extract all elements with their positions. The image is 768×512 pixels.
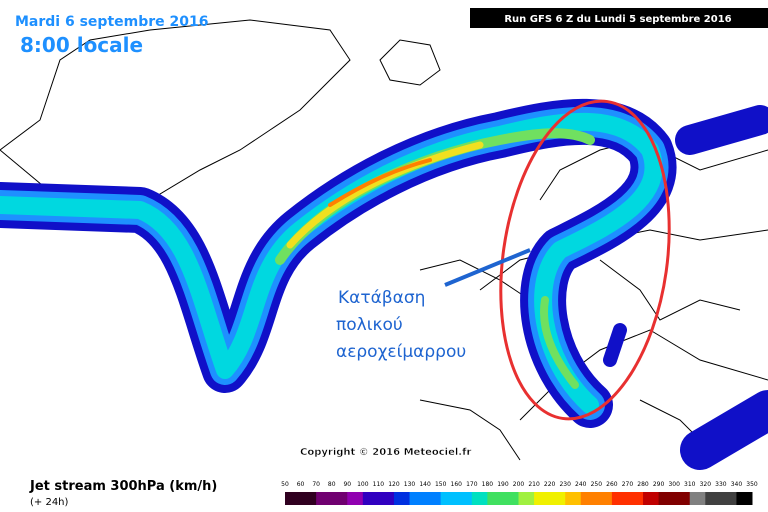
colorbar-label: 240	[575, 481, 587, 488]
time: 8:00 locale	[20, 33, 143, 57]
colorbar-label: 220	[544, 481, 556, 488]
color-swatch	[565, 492, 582, 505]
annotation-arrow	[444, 248, 531, 287]
color-swatch	[300, 492, 317, 505]
colorbar: 50 60 70 80 90 100 110 120 130 140 150 160 170 180 190…	[281, 481, 758, 505]
color-swatch	[580, 492, 597, 505]
colorbar-label: 130	[404, 481, 416, 488]
colorbar-label: 260	[606, 481, 618, 488]
colorbar-label: 60	[297, 481, 305, 488]
color-swatch	[643, 492, 660, 505]
jet-stream	[0, 98, 768, 470]
color-swatch	[331, 492, 348, 505]
highlight-ellipse	[499, 99, 671, 421]
colorbar-label: 100	[357, 481, 369, 488]
color-swatch	[611, 492, 628, 505]
annotation-line: αεροχείμαρρου	[336, 342, 466, 362]
color-swatch	[502, 492, 519, 505]
color-swatch	[456, 492, 473, 505]
copyright: Copyright © 2016 Meteociel.fr	[300, 447, 471, 458]
color-swatch	[316, 492, 333, 505]
colorbar-label: 290	[653, 481, 665, 488]
colorbar-label: 340	[731, 481, 743, 488]
color-swatch	[596, 492, 613, 505]
color-swatch	[487, 492, 504, 505]
legend-subtitle: (+ 24h)	[30, 497, 69, 508]
colorbar-label: 280	[637, 481, 649, 488]
color-swatch	[425, 492, 442, 505]
colorbar-label: 90	[343, 481, 351, 488]
colorbar-label: 270	[622, 481, 634, 488]
legend-title: Jet stream 300hPa (km/h)	[29, 479, 217, 494]
run-label: Run GFS 6 Z du Lundi 5 septembre 2016	[504, 14, 731, 25]
colorbar-label: 300	[668, 481, 680, 488]
color-swatch	[440, 492, 457, 505]
color-swatch	[362, 492, 379, 505]
color-swatch	[409, 492, 426, 505]
color-swatch	[674, 492, 691, 505]
color-swatch	[720, 492, 737, 505]
colorbar-label: 150	[435, 481, 447, 488]
color-swatch	[378, 492, 395, 505]
colorbar-label: 200	[513, 481, 525, 488]
color-swatch	[689, 492, 706, 505]
colorbar-label: 180	[482, 481, 494, 488]
colorbar-label: 190	[497, 481, 509, 488]
annotation: Κατάβαση πολικού αεροχείμαρρου	[336, 288, 466, 362]
colorbar-label: 210	[528, 481, 540, 488]
colorbar-label: 320	[700, 481, 712, 488]
colorbar-label: 160	[451, 481, 463, 488]
annotation-line: Κατάβαση	[338, 288, 425, 308]
colorbar-label: 50	[281, 481, 289, 488]
color-swatch	[736, 492, 753, 505]
color-swatch	[705, 492, 722, 505]
colorbar-label: 120	[388, 481, 400, 488]
colorbar-label: 110	[373, 481, 385, 488]
colorbar-label: 80	[328, 481, 336, 488]
colorbar-label: 350	[746, 481, 758, 488]
color-swatch	[285, 492, 302, 505]
colorbar-label: 140	[419, 481, 431, 488]
color-swatch	[347, 492, 364, 505]
color-swatch	[393, 492, 411, 505]
colorbar-label: 170	[466, 481, 478, 488]
color-swatch	[549, 492, 566, 505]
colorbar-label: 310	[684, 481, 696, 488]
color-swatch	[534, 492, 551, 505]
color-swatch	[518, 492, 535, 505]
colorbar-label: 250	[591, 481, 603, 488]
color-swatch	[627, 492, 644, 505]
colorbar-label: 230	[559, 481, 571, 488]
color-swatch	[658, 492, 675, 505]
annotation-line: πολικού	[336, 315, 403, 335]
run-bar	[470, 8, 768, 28]
colorbar-label: 70	[312, 481, 320, 488]
color-swatch	[471, 492, 488, 505]
colorbar-label: 330	[715, 481, 727, 488]
date: Mardi 6 septembre 2016	[15, 14, 208, 30]
